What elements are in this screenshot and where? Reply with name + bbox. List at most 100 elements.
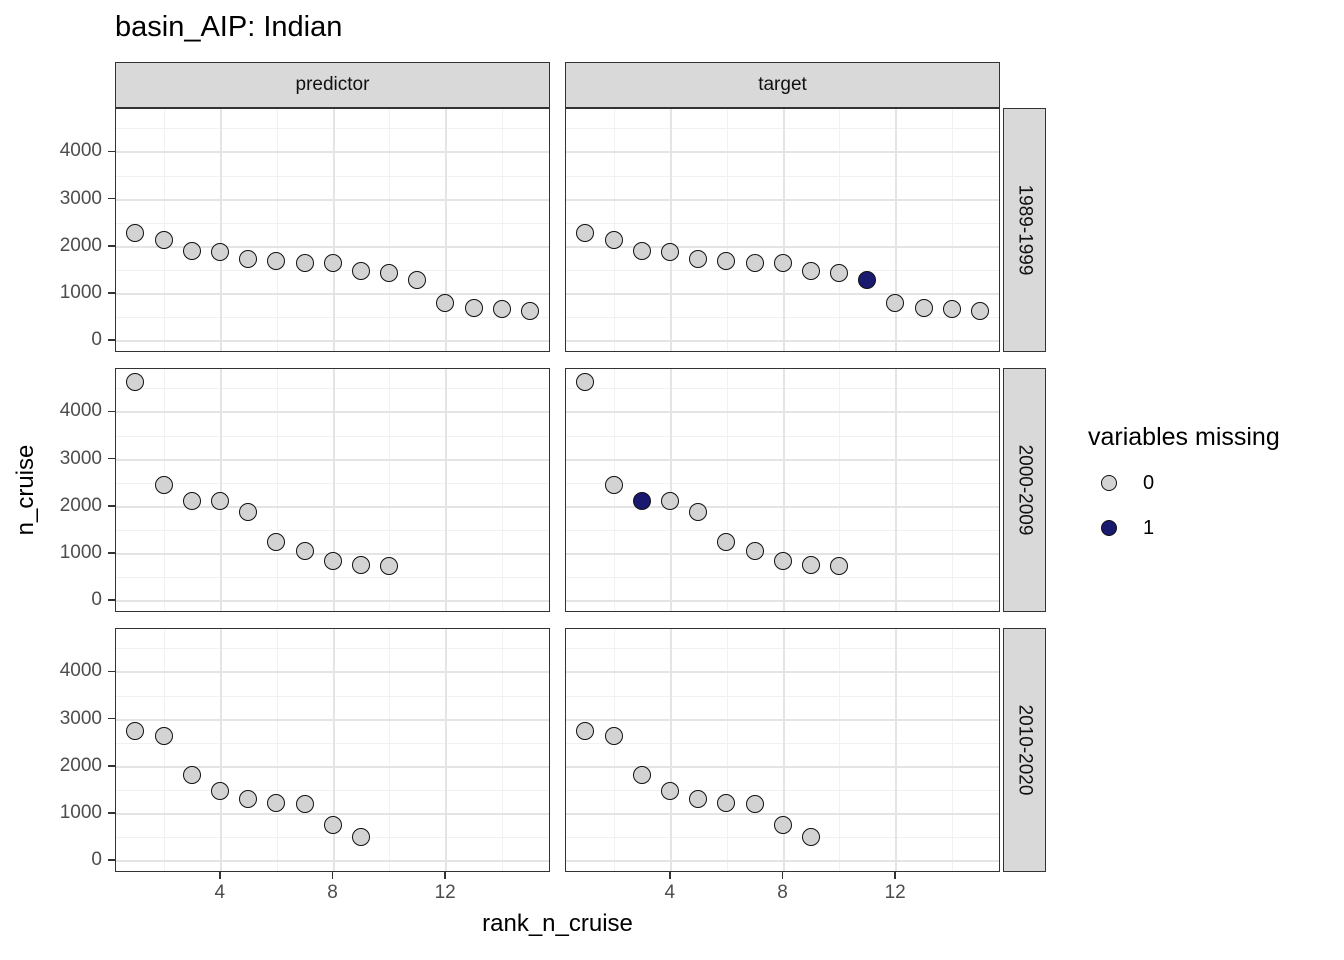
y-tick-mark — [108, 599, 115, 601]
legend-item-label: 0 — [1143, 471, 1155, 494]
facet-column-label: predictor — [295, 74, 370, 95]
x-tick-mark — [444, 872, 446, 879]
gridline-minor-vertical — [276, 369, 278, 611]
data-point-rank-10 — [830, 263, 849, 282]
y-tick-label: 0 — [91, 329, 102, 351]
y-tick-label: 3000 — [59, 447, 102, 469]
gridline-major-vertical — [219, 629, 222, 871]
y-tick-mark — [108, 457, 115, 460]
data-point-rank-9 — [801, 556, 820, 575]
gridline-major-vertical — [332, 109, 335, 351]
data-point-rank-5 — [689, 502, 708, 521]
legend-key-circle-1 — [1101, 520, 1117, 536]
gridline-major-vertical — [332, 369, 335, 611]
x-tick-label: 4 — [214, 882, 226, 903]
gridline-minor-vertical — [502, 369, 504, 611]
panel-predictor-2000-2009 — [115, 368, 550, 612]
x-tick-mark — [781, 872, 784, 879]
gridline-major-vertical — [669, 109, 672, 351]
data-point-rank-3 — [182, 491, 201, 510]
panel-predictor-1989-1999 — [115, 108, 550, 352]
data-point-rank-4 — [661, 492, 679, 511]
gridline-minor-vertical — [952, 369, 954, 611]
data-point-rank-7 — [295, 795, 314, 814]
x-tick-label: 8 — [327, 882, 338, 903]
data-point-rank-15 — [520, 301, 539, 320]
y-tick-mark — [108, 670, 115, 673]
gridline-major-vertical — [332, 629, 335, 871]
data-point-rank-6 — [717, 794, 736, 813]
gridline-minor-vertical — [389, 629, 391, 871]
y-tick-label: 1000 — [59, 282, 102, 303]
facet-row-strip-1989-1999: 1989-1999 — [1003, 108, 1046, 352]
gridline-minor-vertical — [613, 629, 615, 871]
x-tick-mark — [331, 872, 334, 879]
legend-item-0: 0 — [1088, 469, 1280, 497]
x-tick-mark — [669, 872, 671, 879]
data-point-rank-10 — [830, 557, 849, 576]
x-tick-label: 8 — [777, 882, 788, 903]
gridline-minor-vertical — [839, 369, 841, 611]
facet-column-label: target — [758, 74, 807, 95]
data-point-rank-1 — [126, 722, 145, 741]
gridline-major-vertical — [445, 369, 448, 611]
y-tick-mark — [108, 410, 115, 413]
x-tick-mark — [894, 872, 896, 879]
data-point-rank-5 — [689, 789, 708, 808]
data-point-rank-1 — [576, 722, 595, 741]
gridline-major-vertical — [895, 369, 898, 611]
data-point-rank-9 — [351, 262, 370, 281]
data-point-rank-6 — [717, 252, 736, 271]
data-point-rank-2 — [154, 476, 173, 495]
y-tick-mark — [108, 552, 115, 554]
data-point-rank-15 — [970, 301, 989, 320]
data-point-rank-7 — [745, 542, 764, 561]
x-tick-label: 4 — [664, 882, 676, 903]
data-point-rank-4 — [211, 242, 229, 261]
gridline-major-vertical — [669, 369, 672, 611]
gridline-minor-vertical — [726, 629, 728, 871]
data-point-rank-3 — [182, 241, 201, 260]
gridline-minor-vertical — [389, 109, 391, 351]
gridline-major-vertical — [219, 369, 222, 611]
legend-item-1: 1 — [1088, 514, 1280, 542]
data-point-rank-6 — [267, 252, 286, 271]
data-point-rank-3 — [632, 241, 651, 260]
gridline-major-vertical — [782, 629, 785, 871]
facet-row-label: 2000-2009 — [1014, 444, 1036, 536]
data-point-rank-14 — [492, 300, 511, 319]
data-point-rank-14 — [942, 300, 961, 319]
data-point-rank-9 — [351, 556, 370, 575]
gridline-major-vertical — [782, 109, 785, 351]
y-axis-title: n_cruise — [12, 444, 39, 536]
data-point-rank-4 — [661, 782, 679, 801]
data-point-rank-8 — [323, 816, 342, 834]
y-tick-mark — [108, 245, 115, 247]
y-tick-mark — [108, 812, 115, 814]
panel-target-1989-1999 — [565, 108, 1000, 352]
legend-key-circle-0 — [1101, 475, 1117, 491]
y-tick-label: 4000 — [59, 660, 102, 682]
data-point-rank-1 — [576, 373, 595, 392]
legend-title: variables missing — [1088, 423, 1280, 451]
data-point-rank-5 — [239, 502, 258, 521]
gridline-minor-vertical — [163, 629, 165, 871]
gridline-minor-vertical — [952, 629, 954, 871]
data-point-rank-2 — [154, 727, 173, 746]
y-tick-label: 2000 — [59, 234, 102, 256]
gridline-major-vertical — [669, 629, 672, 871]
data-point-rank-10 — [380, 557, 399, 576]
gridline-minor-vertical — [839, 109, 841, 351]
data-point-rank-6 — [267, 794, 286, 813]
y-tick-mark — [108, 505, 115, 507]
y-tick-mark — [108, 197, 115, 200]
data-point-rank-7 — [745, 795, 764, 814]
x-tick-label: 12 — [434, 882, 456, 903]
data-point-rank-4 — [661, 242, 679, 261]
gridline-major-vertical — [445, 629, 448, 871]
data-point-rank-6 — [267, 532, 286, 551]
facet-row-strip-2010-2020: 2010-2020 — [1003, 628, 1046, 872]
gridline-minor-vertical — [839, 629, 841, 871]
x-axis-title: rank_n_cruise — [482, 910, 633, 937]
